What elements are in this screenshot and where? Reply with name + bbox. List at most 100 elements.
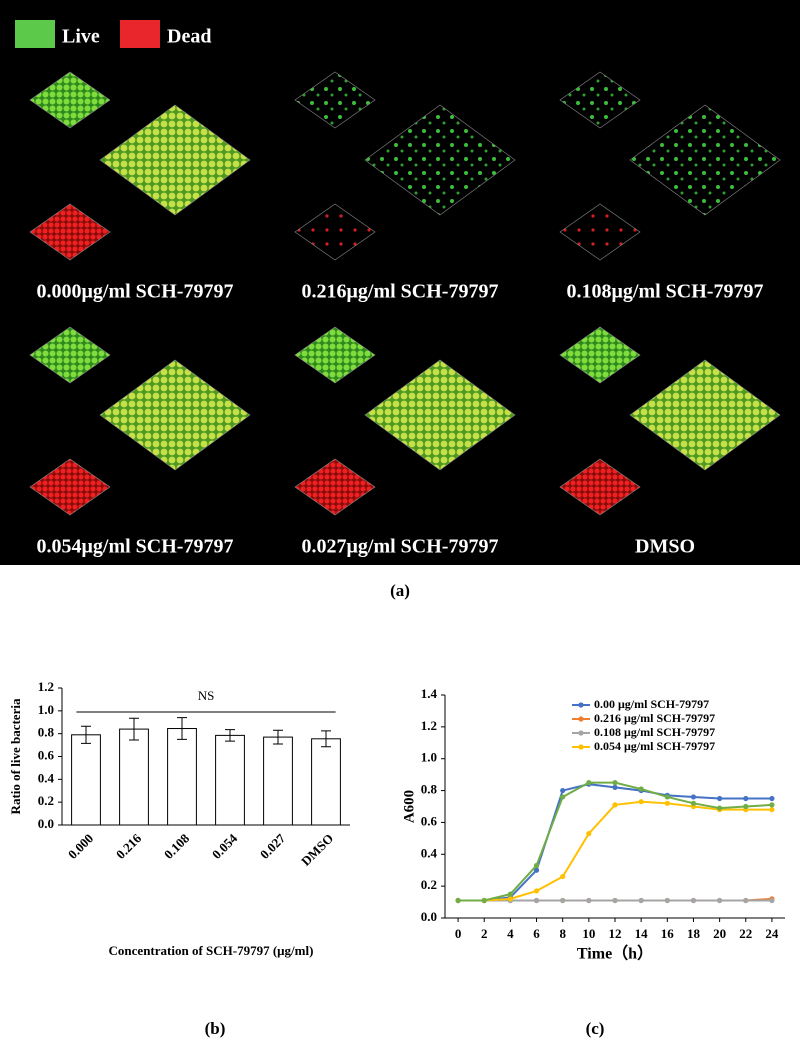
y-tick-label: 0.6 xyxy=(38,747,55,762)
y-tick-label: 0.4 xyxy=(421,845,438,860)
series-point xyxy=(507,891,513,897)
merged-image xyxy=(364,104,516,216)
live-image xyxy=(559,71,641,129)
merged-image xyxy=(99,104,251,216)
x-tick-label: 0.054 xyxy=(209,830,241,862)
series-point xyxy=(743,803,749,810)
series-point xyxy=(612,784,618,790)
merged-image xyxy=(99,359,251,471)
legend-label: 0.216 μg/ml SCH-79797 xyxy=(594,711,715,725)
error-bar xyxy=(321,730,331,748)
x-tick-label: 2 xyxy=(481,926,488,941)
live-image xyxy=(294,326,376,384)
error-bar xyxy=(129,717,139,741)
y-tick-label: 0.6 xyxy=(421,813,438,828)
series-point xyxy=(533,897,540,904)
series-point xyxy=(638,799,644,805)
bar xyxy=(167,728,197,826)
error-bar xyxy=(225,729,235,742)
x-tick-label: 4 xyxy=(507,926,514,941)
y-tick-label: 0.4 xyxy=(38,770,55,785)
series-point xyxy=(507,896,513,902)
x-tick-label: 0.216 xyxy=(113,830,145,862)
legend-label: 0.00 μg/ml SCH-79797 xyxy=(594,697,709,711)
micrograph-panel xyxy=(0,0,800,565)
bar xyxy=(263,736,293,826)
series-point xyxy=(743,795,749,802)
condition-label: 0.054μg/ml SCH-79797 xyxy=(37,536,234,558)
series-point xyxy=(455,897,461,904)
x-tick-label: 22 xyxy=(739,926,752,941)
series-point xyxy=(612,780,618,786)
x-tick-label: 0 xyxy=(455,926,462,941)
x-tick-label: 0.108 xyxy=(161,830,193,862)
series-line xyxy=(458,781,772,902)
y-tick-label: 1.0 xyxy=(38,702,54,717)
legend-swatch xyxy=(15,20,55,48)
series-point xyxy=(743,897,749,904)
y-tick-label: 0.0 xyxy=(38,816,54,831)
bar xyxy=(215,734,245,826)
series-point xyxy=(638,786,644,792)
series-point xyxy=(664,794,670,800)
series-point xyxy=(560,787,566,794)
legend-label: Dead xyxy=(167,26,211,48)
series-point xyxy=(717,795,723,802)
y-axis-label: A600 xyxy=(401,790,417,823)
merged-image xyxy=(364,359,516,471)
y-tick-label: 1.2 xyxy=(421,718,437,733)
series-point xyxy=(586,780,592,786)
x-tick-label: 16 xyxy=(661,926,675,941)
y-tick-label: 1.2 xyxy=(38,679,54,694)
y-tick-label: 0.8 xyxy=(38,725,55,740)
x-tick-label: 10 xyxy=(582,926,595,941)
series-point xyxy=(769,897,775,904)
legend-marker xyxy=(578,744,584,750)
series-point xyxy=(769,807,775,813)
error-bar xyxy=(177,717,187,740)
series-point xyxy=(769,795,775,802)
series-point xyxy=(586,830,592,837)
condition-label: 0.216μg/ml SCH-79797 xyxy=(302,281,499,303)
x-tick-label: DMSO xyxy=(298,831,336,869)
legend-swatch xyxy=(120,20,160,48)
y-tick-label: 0.8 xyxy=(421,782,438,797)
series-point xyxy=(690,794,697,800)
y-tick-label: 0.0 xyxy=(421,909,437,924)
legend-marker xyxy=(578,702,584,708)
y-tick-label: 1.4 xyxy=(421,686,438,701)
dead-image xyxy=(29,458,111,516)
series-point xyxy=(612,897,618,904)
legend-marker xyxy=(578,716,584,722)
merged-image xyxy=(629,359,781,471)
error-bar xyxy=(273,729,283,745)
series-point xyxy=(560,897,566,904)
series-point xyxy=(481,897,487,904)
x-axis-label: Time（h） xyxy=(577,945,653,963)
series-point xyxy=(560,873,566,880)
x-tick-label: 6 xyxy=(533,926,540,941)
legend-label: Live xyxy=(62,26,100,48)
live-image xyxy=(29,326,111,384)
x-tick-label: 14 xyxy=(635,926,649,941)
condition-label: 0.000μg/ml SCH-79797 xyxy=(37,281,234,303)
bar xyxy=(311,738,341,826)
series-point xyxy=(690,800,697,806)
series-point xyxy=(690,897,697,904)
y-tick-label: 0.2 xyxy=(38,793,54,808)
series-line xyxy=(458,783,772,902)
series-point xyxy=(533,888,540,894)
bar xyxy=(71,734,101,826)
legend-label: 0.054 μg/ml SCH-79797 xyxy=(594,739,715,753)
error-bar xyxy=(81,725,91,744)
live-image xyxy=(559,326,641,384)
dead-image xyxy=(294,458,376,516)
dead-image xyxy=(29,203,111,261)
x-tick-label: 20 xyxy=(713,926,726,941)
legend-marker xyxy=(578,730,584,736)
y-axis-label: Ratio of live bacteria xyxy=(8,698,23,814)
merged-image xyxy=(629,104,781,216)
panel-caption: (b) xyxy=(205,1019,226,1038)
dead-image xyxy=(294,203,376,261)
